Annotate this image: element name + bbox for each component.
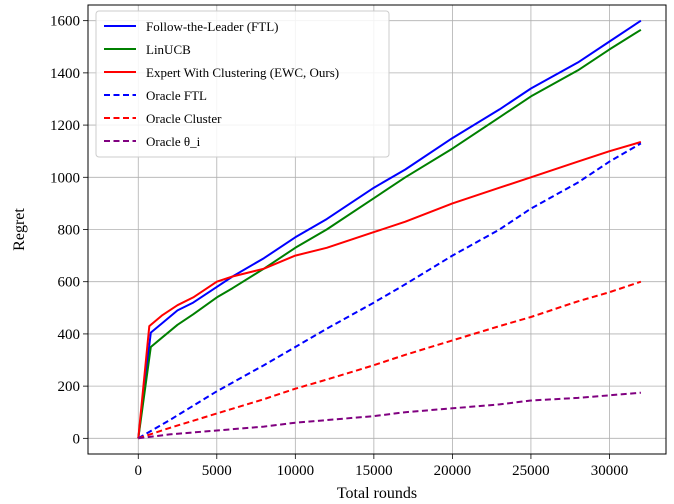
series-line-4: [137, 142, 642, 440]
y-tick-label: 1400: [50, 66, 80, 82]
legend-label: Expert With Clustering (EWC, Ours): [146, 65, 339, 80]
series-line-5: [137, 280, 642, 440]
legend-label: Oracle θ_i: [146, 134, 201, 149]
x-tick-label: 25000: [512, 463, 550, 479]
legend-label: LinUCB: [146, 42, 191, 57]
series-line-1: [137, 19, 642, 439]
x-tick-label: 10000: [277, 463, 315, 479]
y-tick-label: 400: [58, 327, 81, 343]
y-tick-label: 1600: [50, 14, 80, 30]
y-tick-label: 200: [58, 379, 81, 395]
series-lines: [137, 19, 642, 440]
y-tick-label: 600: [58, 275, 81, 291]
legend-label: Oracle Cluster: [146, 111, 222, 126]
legend-label: Oracle FTL: [146, 88, 207, 103]
x-tick-label: 30000: [591, 463, 629, 479]
y-axis-label: Regret: [11, 208, 28, 251]
x-tick-label: 20000: [434, 463, 472, 479]
x-tick-label: 5000: [202, 463, 232, 479]
x-tick-label: 15000: [355, 463, 393, 479]
y-tick-label: 800: [58, 223, 81, 239]
legend-box: [95, 10, 390, 158]
legend: Follow-the-Leader (FTL) LinUCB Expert With…: [95, 10, 390, 158]
legend-label: Follow-the-Leader (FTL): [146, 19, 278, 34]
y-tick-label: 0: [73, 431, 81, 447]
x-axis-label: Total rounds: [337, 485, 417, 502]
axis-ticks: 0 5000 10000 15000 20000 25000 30000 0 200 400 600…: [50, 14, 628, 479]
series-line-2: [137, 28, 642, 439]
y-tick-label: 1200: [50, 118, 80, 134]
y-tick-label: 1000: [50, 170, 80, 186]
x-tick-label: 0: [135, 463, 143, 479]
series-line-3: [137, 141, 642, 439]
series-line-6: [138, 391, 641, 440]
